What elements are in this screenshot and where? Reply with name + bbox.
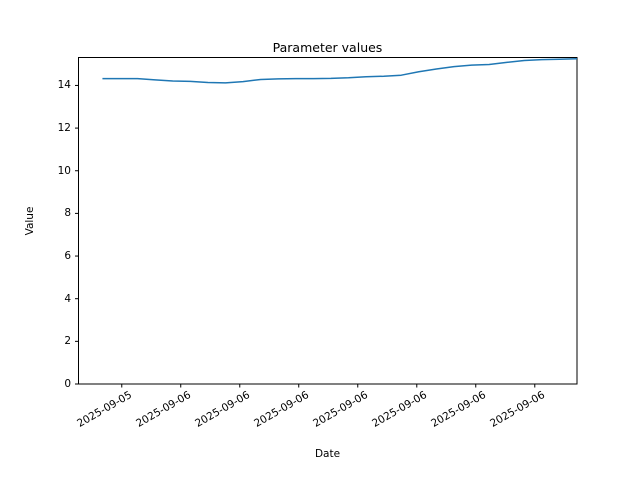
y-tick-label: 8 [64, 207, 71, 220]
y-axis-label: Value [24, 206, 36, 236]
y-tick-label: 4 [64, 292, 71, 305]
data-line [102, 58, 578, 84]
y-tick-label: 0 [64, 378, 71, 390]
x-axis-label: Date [314, 448, 341, 460]
y-tick-label: 12 [57, 122, 71, 135]
y-tick-label: 6 [64, 250, 71, 263]
chart-title: Parameter values [272, 40, 383, 55]
y-tick-label: 14 [57, 79, 71, 92]
axis-frame [78, 57, 578, 385]
y-tick-label: 10 [57, 164, 71, 177]
y-tick-label: 2 [64, 335, 71, 348]
